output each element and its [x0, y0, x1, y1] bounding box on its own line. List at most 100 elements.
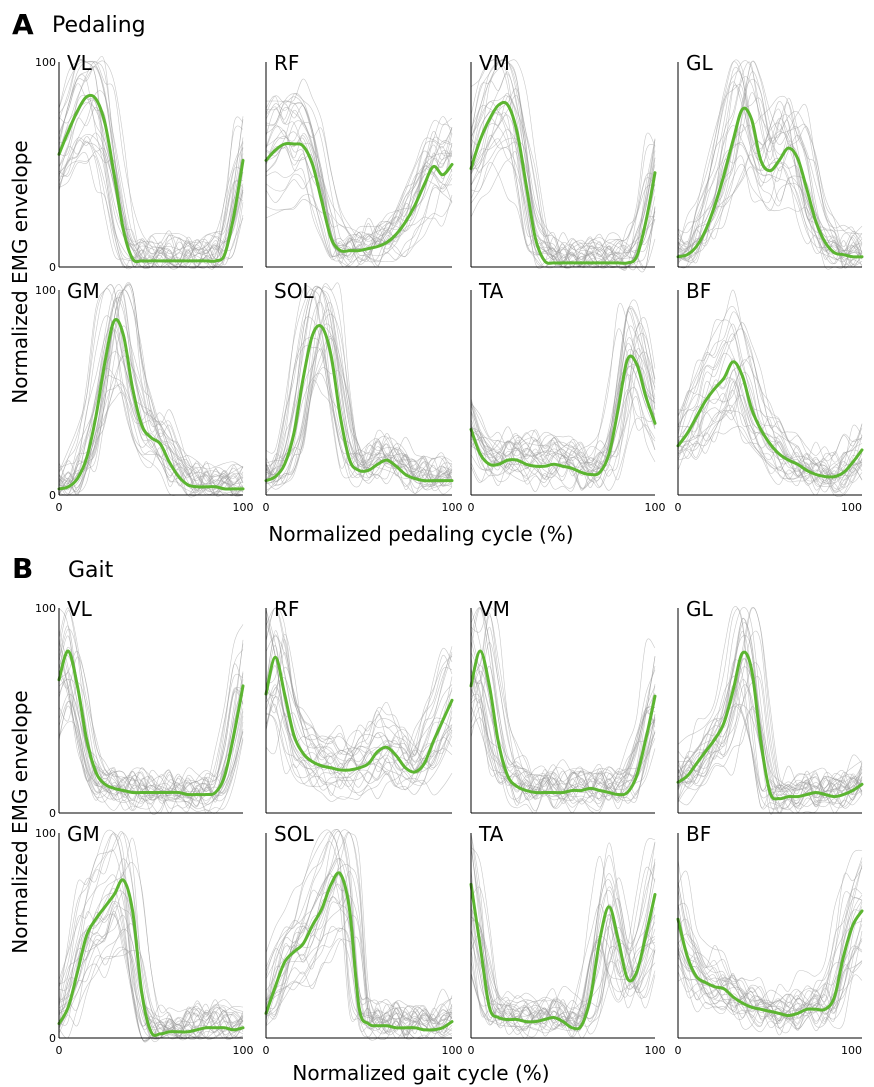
- trace-line: [265, 372, 453, 487]
- x-tick-label: 0: [56, 1044, 63, 1057]
- trace-line: [470, 129, 656, 268]
- trace-line: [677, 866, 863, 1021]
- trace-line: [265, 286, 453, 478]
- trace-line: [677, 142, 863, 256]
- trace-line: [58, 99, 244, 268]
- trace-line: [58, 107, 244, 266]
- trace-line: [677, 76, 863, 269]
- trace-line: [470, 832, 656, 1031]
- mean-line: [57, 93, 245, 264]
- trace-line: [58, 284, 244, 496]
- trace-line: [58, 142, 244, 259]
- trace-line: [58, 94, 244, 267]
- trace-line: [677, 61, 863, 262]
- x-tick-label: 100: [442, 1044, 463, 1057]
- mean-line: [264, 141, 454, 253]
- mean-line: [676, 106, 864, 259]
- mean-line: [469, 649, 657, 797]
- trace-line: [265, 285, 453, 487]
- trace-line: [677, 389, 863, 490]
- trace-line: [677, 891, 863, 1022]
- trace-line: [58, 152, 244, 269]
- trace-line: [265, 696, 453, 791]
- trace-line: [265, 78, 453, 244]
- muscle-label: TA: [478, 822, 504, 846]
- trace-line: [677, 60, 863, 254]
- trace-line: [677, 81, 863, 268]
- x-tick-label: 100: [645, 1044, 666, 1057]
- trace-line: [58, 329, 244, 488]
- trace-line: [58, 910, 244, 1040]
- subplot-rf: RF: [264, 51, 454, 268]
- trace-line: [677, 706, 863, 810]
- trace-line: [58, 355, 244, 486]
- subplot-gm: GM 100 00 100: [35, 822, 254, 1057]
- y-tick-label: 100: [35, 602, 56, 615]
- trace-line: [265, 379, 453, 494]
- trace-line: [265, 831, 453, 1039]
- mean-line: [264, 655, 454, 774]
- trace-line: [470, 137, 656, 264]
- trace-line: [677, 289, 863, 462]
- trace-line: [470, 417, 656, 489]
- subplot-vl: VL 100 0: [35, 597, 245, 820]
- trace-line: [265, 144, 453, 264]
- trace-line: [265, 302, 453, 491]
- trace-line: [265, 639, 453, 774]
- trace-line: [265, 684, 453, 787]
- trace-line: [470, 311, 656, 473]
- mean-line: [57, 318, 245, 491]
- y-tick-label: 0: [49, 489, 56, 502]
- trace-line: [58, 284, 244, 487]
- trace-line: [58, 61, 244, 255]
- subplot-bf: BF 0 100: [675, 822, 864, 1057]
- trace-line: [677, 945, 863, 1030]
- trace-line: [470, 88, 656, 270]
- trace-line: [58, 607, 244, 792]
- muscle-label: GL: [686, 51, 713, 75]
- trace-line: [677, 676, 863, 793]
- mean-line: [264, 324, 454, 483]
- y-tick-label: 0: [49, 1032, 56, 1045]
- trace-line: [470, 93, 656, 266]
- trace-line: [58, 831, 244, 1031]
- trace-line: [677, 371, 863, 492]
- trace-line: [58, 705, 244, 803]
- trace-line: [265, 199, 453, 268]
- trace-line: [470, 59, 656, 259]
- trace-line: [58, 66, 244, 269]
- trace-line: [677, 394, 863, 481]
- x-tick-label: 100: [233, 1044, 254, 1057]
- trace-line: [265, 109, 453, 239]
- trace-line: [58, 832, 244, 1036]
- muscle-label: GL: [686, 597, 713, 621]
- mean-line: [676, 650, 864, 801]
- trace-line: [470, 317, 656, 458]
- trace-line: [265, 607, 453, 755]
- trace-line: [677, 322, 863, 480]
- trace-line: [470, 349, 656, 475]
- trace-line: [58, 66, 244, 266]
- mean-line: [469, 354, 657, 477]
- trace-line: [470, 370, 656, 491]
- trace-line: [265, 864, 453, 1038]
- subplot-ta: TA 0 100: [468, 279, 666, 514]
- trace-line: [470, 832, 656, 1028]
- trace-line: [470, 95, 656, 259]
- trace-line: [58, 83, 244, 270]
- trace-line: [58, 607, 244, 799]
- mean-line: [469, 100, 657, 265]
- trace-line: [470, 104, 656, 271]
- trace-line: [677, 359, 863, 483]
- muscle-label: SOL: [274, 279, 314, 303]
- subplot-gl: GL: [676, 51, 864, 270]
- subplot-vm: VM: [469, 597, 657, 814]
- trace-line: [265, 131, 453, 251]
- trace-line: [470, 59, 656, 266]
- trace-line: [677, 630, 863, 809]
- x-tick-label: 0: [263, 1044, 270, 1057]
- trace-line: [265, 193, 453, 268]
- trace-line: [58, 349, 244, 487]
- trace-line: [470, 607, 656, 789]
- y-tick-label: 100: [35, 56, 56, 69]
